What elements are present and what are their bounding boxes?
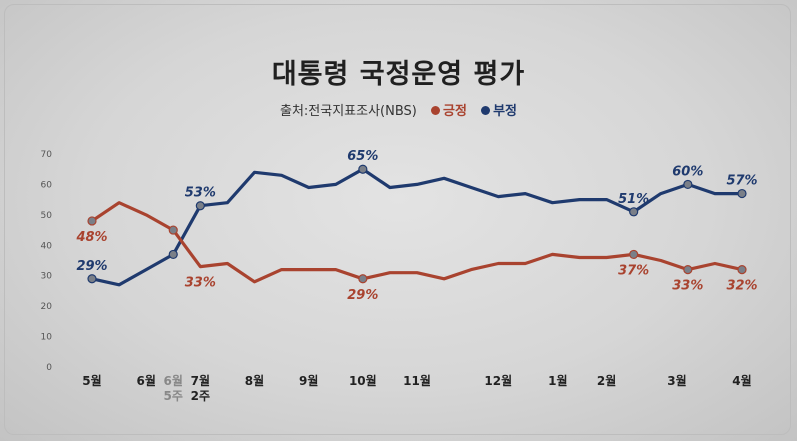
data-point-positive [683,265,693,275]
data-point-negative [737,188,747,199]
x-tick-label: 9월 [299,373,318,388]
y-tick-label: 40 [41,241,53,251]
source-and-legend: 출처:전국지표조사(NBS) 긍정 부정 [0,100,797,119]
data-label-negative: 51% [618,192,649,207]
data-point-negative [87,274,97,284]
data-point-positive [87,216,97,226]
y-tick-label: 70 [41,150,53,160]
data-label-negative: 57% [726,174,757,189]
y-tick-label: 20 [41,302,53,312]
y-tick-label: 30 [41,272,53,282]
x-tick-label: 12월 [484,373,512,388]
y-tick-label: 50 [41,211,53,221]
x-tick-label: 6월 [136,373,155,388]
x-tick-label: 1월 [548,373,567,388]
data-point-negative [358,164,368,174]
data-label-positive: 32% [726,279,757,294]
panel-border [4,4,791,435]
x-tick-label: 11월 [403,373,431,388]
data-label-negative: 65% [347,149,378,164]
x-tick-sublabel: 5주 [164,389,183,403]
x-tick-label: 6월 [164,373,183,388]
legend-dot-positive [431,106,441,115]
y-tick-label: 0 [46,363,52,373]
data-point-negative [195,201,205,211]
y-tick-label: 60 [41,180,53,190]
x-tick-label: 4월 [732,373,751,388]
data-point-negative [629,207,639,217]
data-point-positive [737,265,747,275]
x-tick-label: 5월 [82,373,101,388]
x-tick-label: 10월 [349,373,377,388]
data-point-positive [168,225,178,235]
x-tick-label: 2월 [597,373,616,388]
legend-dot-negative [481,106,491,115]
x-tick-label: 3월 [667,373,686,388]
x-tick-label: 7월 [191,373,210,388]
source-label: 출처:전국지표조사(NBS) [280,104,417,119]
data-label-positive: 29% [347,288,378,303]
data-label-positive: 33% [672,279,703,294]
data-label-negative: 53% [185,186,216,201]
data-label-positive: 37% [618,263,649,278]
x-tick-sublabel: 2주 [191,389,210,403]
x-tick-label: 8월 [245,373,264,388]
chart-title: 대통령 국정운영 평가 [271,59,526,90]
data-label-positive: 33% [185,276,216,291]
data-point-positive [358,274,368,284]
data-point-negative [168,249,178,260]
legend-label-negative: 부정 [493,104,517,119]
data-point-positive [629,249,639,260]
data-label-negative: 60% [672,164,703,179]
data-point-negative [683,179,693,190]
legend-label-positive: 긍정 [443,104,467,119]
data-label-negative: 29% [76,259,107,274]
y-tick-label: 10 [41,333,53,343]
data-label-positive: 48% [75,230,107,245]
